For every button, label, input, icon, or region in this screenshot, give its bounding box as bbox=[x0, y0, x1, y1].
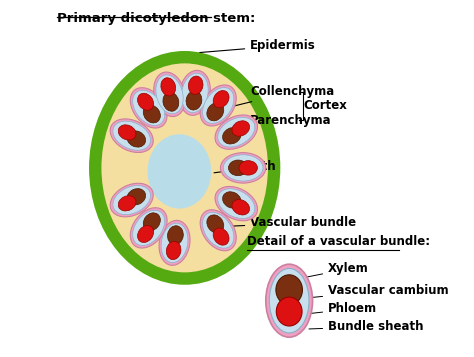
Ellipse shape bbox=[276, 275, 302, 305]
Ellipse shape bbox=[161, 223, 188, 262]
Ellipse shape bbox=[101, 64, 268, 272]
Ellipse shape bbox=[218, 117, 255, 147]
Ellipse shape bbox=[154, 72, 185, 116]
Ellipse shape bbox=[143, 105, 160, 123]
Ellipse shape bbox=[127, 188, 146, 205]
Ellipse shape bbox=[218, 189, 255, 218]
Ellipse shape bbox=[223, 155, 263, 181]
Ellipse shape bbox=[130, 208, 167, 248]
Ellipse shape bbox=[213, 228, 229, 245]
Ellipse shape bbox=[137, 226, 154, 242]
Text: Xylem: Xylem bbox=[306, 262, 369, 277]
Ellipse shape bbox=[207, 215, 224, 233]
Text: Pith: Pith bbox=[214, 160, 277, 173]
Ellipse shape bbox=[182, 73, 208, 112]
Ellipse shape bbox=[200, 85, 236, 126]
Ellipse shape bbox=[188, 76, 203, 94]
Ellipse shape bbox=[137, 93, 154, 110]
Ellipse shape bbox=[232, 200, 250, 215]
Ellipse shape bbox=[213, 91, 229, 108]
Ellipse shape bbox=[159, 220, 190, 265]
Ellipse shape bbox=[276, 297, 302, 326]
Ellipse shape bbox=[232, 121, 250, 136]
Ellipse shape bbox=[161, 78, 176, 96]
Ellipse shape bbox=[113, 186, 151, 215]
Text: Parenchyma: Parenchyma bbox=[230, 114, 332, 130]
Text: Primary dicotyledon stem:: Primary dicotyledon stem: bbox=[57, 12, 255, 25]
Ellipse shape bbox=[215, 115, 257, 149]
Ellipse shape bbox=[133, 90, 164, 125]
Ellipse shape bbox=[147, 134, 211, 208]
Ellipse shape bbox=[207, 103, 224, 121]
Ellipse shape bbox=[130, 88, 167, 128]
Text: Vascular cambium: Vascular cambium bbox=[310, 283, 449, 298]
Ellipse shape bbox=[167, 226, 183, 245]
Ellipse shape bbox=[118, 196, 136, 211]
Ellipse shape bbox=[127, 131, 146, 147]
Text: Detail of a vascular bundle:: Detail of a vascular bundle: bbox=[246, 235, 430, 247]
Ellipse shape bbox=[200, 210, 236, 251]
Text: Phloem: Phloem bbox=[310, 302, 377, 315]
Ellipse shape bbox=[223, 192, 241, 208]
Ellipse shape bbox=[215, 186, 257, 221]
Ellipse shape bbox=[143, 213, 160, 231]
Ellipse shape bbox=[239, 161, 257, 175]
Ellipse shape bbox=[202, 212, 234, 248]
Ellipse shape bbox=[110, 183, 153, 217]
Ellipse shape bbox=[179, 70, 210, 115]
Ellipse shape bbox=[166, 241, 181, 260]
Text: Collenchyma: Collenchyma bbox=[230, 85, 335, 107]
Ellipse shape bbox=[223, 127, 241, 144]
Ellipse shape bbox=[89, 51, 280, 285]
Ellipse shape bbox=[156, 75, 183, 114]
Ellipse shape bbox=[133, 210, 164, 246]
Ellipse shape bbox=[220, 153, 266, 183]
Ellipse shape bbox=[110, 119, 153, 152]
Ellipse shape bbox=[266, 264, 312, 337]
Text: Bundle sheath: Bundle sheath bbox=[309, 320, 424, 333]
Ellipse shape bbox=[163, 92, 179, 111]
Ellipse shape bbox=[113, 121, 151, 150]
Ellipse shape bbox=[202, 87, 234, 124]
Text: Cortex: Cortex bbox=[303, 99, 347, 112]
Ellipse shape bbox=[186, 91, 202, 110]
Ellipse shape bbox=[269, 268, 309, 333]
Ellipse shape bbox=[228, 160, 247, 176]
Text: Epidermis: Epidermis bbox=[200, 39, 316, 52]
Text: Vascular bundle: Vascular bundle bbox=[230, 216, 356, 229]
Ellipse shape bbox=[118, 125, 136, 140]
